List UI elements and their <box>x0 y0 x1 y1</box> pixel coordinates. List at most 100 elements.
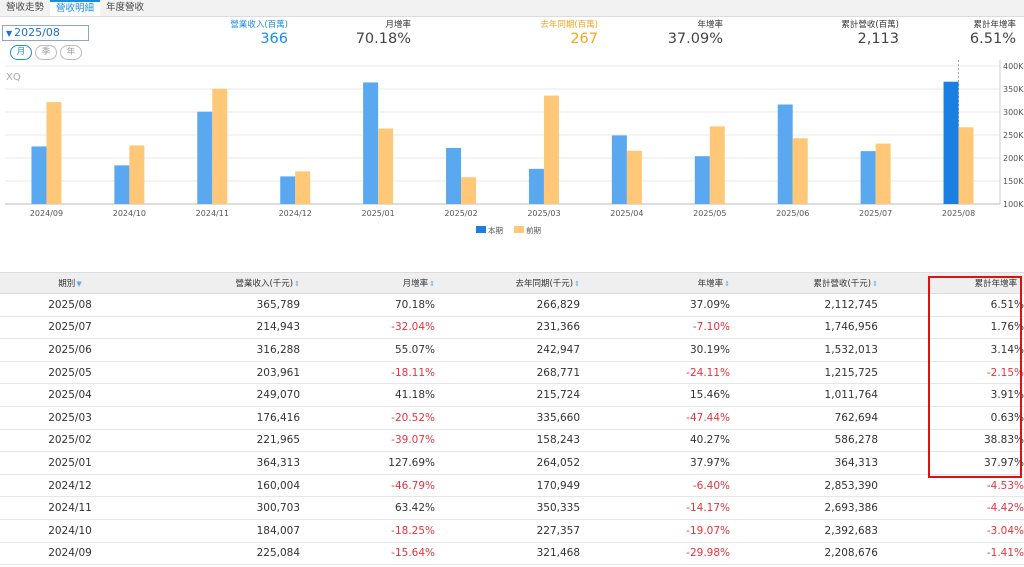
header-mom[interactable]: 月增率⇕ <box>402 279 435 289</box>
table-cell: -7.10% <box>692 321 730 334</box>
bar-previous <box>46 102 62 204</box>
table-cell: 762,694 <box>834 411 878 424</box>
table-row[interactable]: 2024/09 225,084 -15.64% 321,468 -29.98% 2,208… <box>0 543 1024 566</box>
header-cumulative[interactable]: 累計營收(千元)⇕ <box>813 279 878 289</box>
table-cell: 586,278 <box>834 434 878 447</box>
period-type-toggle: 月 季 年 <box>10 45 82 60</box>
y-tick-label: 150K <box>1003 177 1024 186</box>
bar-current <box>694 156 710 204</box>
table-cell: -39.07% <box>391 434 435 447</box>
table-cell: 6.51% <box>990 298 1024 311</box>
bar-current <box>528 168 544 204</box>
table-cell: -19.07% <box>686 524 730 537</box>
table-cell: -24.11% <box>686 366 730 379</box>
table-row[interactable]: 2025/01 364,313 127.69% 264,052 37.97% 364,31… <box>0 452 1024 475</box>
watermark-text: XQ <box>6 72 21 83</box>
table-cell: 203,961 <box>256 366 300 379</box>
table-cell: -1.41% <box>986 547 1024 560</box>
table-cell: 2025/04 <box>48 389 92 402</box>
table-cell: -32.04% <box>391 321 435 334</box>
table-cell: 3.14% <box>990 343 1024 356</box>
stat-yoy: 年增率 37.09% <box>668 18 723 47</box>
table-row[interactable]: 2025/02 221,965 -39.07% 158,243 40.27% 586,27… <box>0 430 1024 453</box>
table-cell: -29.98% <box>686 547 730 560</box>
table-cell: -3.04% <box>986 524 1024 537</box>
table-cell: 0.63% <box>990 411 1024 424</box>
table-row[interactable]: 2025/03 176,416 -20.52% 335,660 -47.44% 762,6… <box>0 407 1024 430</box>
stat-mom-label: 月增率 <box>385 20 411 30</box>
table-cell: 364,313 <box>834 456 878 469</box>
table-body: 2025/08 365,789 70.18% 266,829 37.09% 2,112,7… <box>0 294 1024 566</box>
bar-previous <box>709 126 725 204</box>
table-row[interactable]: 2024/10 184,007 -18.25% 227,357 -19.07% 2,392… <box>0 520 1024 543</box>
y-tick-label: 250K <box>1003 131 1024 140</box>
table-cell: 264,052 <box>536 456 580 469</box>
sort-icon: ⇕ <box>294 280 300 288</box>
stat-cumulative-label: 累計營收(百萬) <box>841 20 899 30</box>
header-prev-year[interactable]: 去年同期(千元)⇕ <box>515 279 580 289</box>
bar-previous <box>543 95 559 204</box>
chevron-down-icon: ▼ <box>6 29 13 38</box>
table-cell: 2025/06 <box>48 343 92 356</box>
y-tick-label: 400K <box>1003 62 1024 71</box>
y-tick-label: 350K <box>1003 85 1024 94</box>
table-cell: -4.53% <box>986 479 1024 492</box>
table-cell: 170,949 <box>536 479 580 492</box>
x-tick-label: 2025/08 <box>942 209 975 218</box>
period-select-value: 2025/08 <box>14 26 60 39</box>
header-yoy[interactable]: 年增率⇕ <box>697 279 730 289</box>
revenue-table: 期別▼ 營業收入(千元)⇕ 月增率⇕ 去年同期(千元)⇕ 年增率⇕ 累計營收(千… <box>0 272 1024 566</box>
table-row[interactable]: 2025/08 365,789 70.18% 266,829 37.09% 2,112,7… <box>0 294 1024 317</box>
tab-revenue-detail[interactable]: 營收明細 <box>50 0 101 16</box>
table-cell: 158,243 <box>536 434 580 447</box>
revenue-chart-svg: 100K 150K 200K 250K 300K 350K 400K XQ 2024/09 202… <box>5 60 1024 235</box>
table-cell: 249,070 <box>256 389 300 402</box>
y-tick-label: 200K <box>1003 154 1024 163</box>
table-cell: -46.79% <box>391 479 435 492</box>
header-period[interactable]: 期別▼ <box>58 279 82 289</box>
table-cell: 1.76% <box>990 321 1024 334</box>
table-cell: 215,724 <box>536 389 580 402</box>
bar-current <box>280 176 296 204</box>
pill-year[interactable]: 年 <box>60 45 82 60</box>
table-cell: 2024/09 <box>48 547 92 560</box>
table-cell: 2,392,683 <box>824 524 878 537</box>
table-row[interactable]: 2025/07 214,943 -32.04% 231,366 -7.10% 1,746,… <box>0 317 1024 340</box>
pill-month[interactable]: 月 <box>10 45 32 60</box>
table-cell: 15.46% <box>689 389 730 402</box>
stat-cum-yoy-label: 累計年增率 <box>973 20 1016 30</box>
x-tick-label: 2024/10 <box>113 209 146 218</box>
table-cell: -4.42% <box>986 502 1024 515</box>
pill-quarter[interactable]: 季 <box>35 45 57 60</box>
tab-revenue-trend[interactable]: 營收走勢 <box>6 2 45 13</box>
table-row[interactable]: 2025/04 249,070 41.18% 215,724 15.46% 1,011,7… <box>0 384 1024 407</box>
tab-bar: 營收走勢 營收明細 年度營收 <box>0 0 1024 17</box>
stat-yoy-label: 年增率 <box>697 20 723 30</box>
table-row[interactable]: 2024/12 160,004 -46.79% 170,949 -6.40% 2,853,… <box>0 475 1024 498</box>
table-cell: 2024/11 <box>48 502 92 515</box>
table-cell: 41.18% <box>394 389 435 402</box>
table-cell: 335,660 <box>536 411 580 424</box>
legend-swatch-current <box>476 226 486 233</box>
table-cell: 1,532,013 <box>824 343 878 356</box>
period-select[interactable]: ▼ 2025/08 <box>2 25 89 41</box>
table-cell: 231,366 <box>536 321 580 334</box>
table-cell: 184,007 <box>256 524 300 537</box>
table-row[interactable]: 2025/05 203,961 -18.11% 268,771 -24.11% 1,215… <box>0 362 1024 385</box>
bar-previous <box>875 143 891 204</box>
header-cum-yoy[interactable]: 累計年增率⇕ <box>974 279 1024 289</box>
y-tick-label: 100K <box>1003 200 1024 209</box>
table-row[interactable]: 2025/06 316,288 55.07% 242,947 30.19% 1,532,0… <box>0 339 1024 362</box>
header-revenue[interactable]: 營業收入(千元)⇕ <box>235 279 300 289</box>
table-cell: -20.52% <box>391 411 435 424</box>
table-cell: 2025/02 <box>48 434 92 447</box>
table-cell: 350,335 <box>536 502 580 515</box>
table-row[interactable]: 2024/11 300,703 63.42% 350,335 -14.17% 2,693,… <box>0 497 1024 520</box>
table-cell: -18.11% <box>391 366 435 379</box>
table-cell: 1,746,956 <box>824 321 878 334</box>
tab-annual-revenue[interactable]: 年度營收 <box>106 2 145 13</box>
stat-cum-yoy-value: 6.51% <box>969 31 1016 47</box>
stat-revenue-value: 366 <box>260 31 288 47</box>
bar-previous <box>958 127 974 204</box>
table-cell: 40.27% <box>689 434 730 447</box>
